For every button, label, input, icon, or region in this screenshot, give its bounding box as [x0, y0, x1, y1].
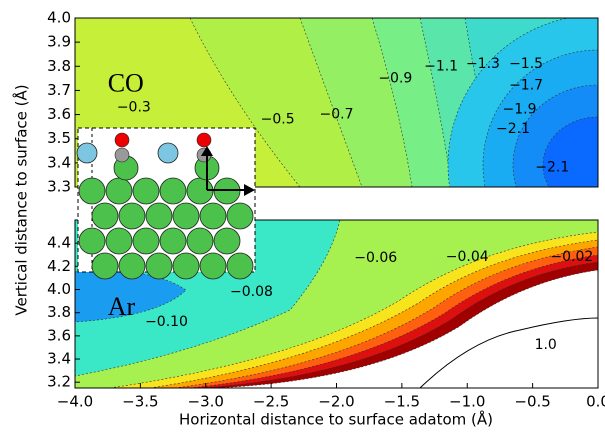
x-tick-label: −2.5	[253, 393, 289, 411]
contour-label: −0.08	[230, 284, 273, 300]
atom	[199, 252, 227, 280]
y-tick-label: 4.0	[47, 280, 71, 298]
atom	[91, 202, 119, 230]
contour-label: −1.1	[424, 58, 458, 74]
atom	[132, 227, 160, 255]
atom	[91, 252, 119, 280]
ar-atom	[157, 142, 179, 164]
y-tick-label: 4.2	[47, 257, 71, 275]
x-tick-label: −3.5	[122, 393, 158, 411]
x-tick-label: −0.5	[514, 393, 550, 411]
x-tick-label: −4.0	[57, 393, 93, 411]
panel-label: CO	[108, 69, 144, 98]
contour-label: −0.3	[117, 99, 151, 115]
contour-label: −0.5	[261, 111, 295, 127]
inset	[76, 127, 256, 280]
y-tick-label: 3.4	[47, 153, 71, 171]
atom	[213, 227, 241, 255]
contour-label: −0.06	[354, 250, 397, 266]
y-tick-label: 4.4	[47, 234, 71, 252]
atom	[78, 177, 106, 205]
arrow-head	[201, 146, 213, 156]
atom	[118, 252, 146, 280]
y-tick-label: 3.6	[47, 326, 71, 344]
co-contours	[75, 18, 598, 187]
atom	[159, 227, 187, 255]
axes: 4.0 3.9 3.8 3.7 3.6 3.5 3.4 3.3 −0.3 −0.5 −0.7 −0.9…	[47, 9, 605, 411]
carbon	[114, 147, 130, 163]
atom	[226, 202, 254, 230]
atom	[199, 202, 227, 230]
x-tick-label: −1.0	[449, 393, 485, 411]
y-tick-label: 4.0	[47, 9, 71, 27]
y-tick-label: 3.6	[47, 105, 71, 123]
atom	[186, 227, 214, 255]
x-tick-label: −3.0	[188, 393, 224, 411]
contour-label: −0.7	[320, 107, 354, 123]
ar-atom	[76, 142, 98, 164]
contour-label: −1.9	[503, 102, 537, 118]
y-tick-label: 3.2	[47, 373, 71, 391]
y-axis-label: Vertical distance to surface (Å)	[12, 84, 31, 315]
y-tick-label: 3.5	[47, 129, 71, 147]
atom	[145, 202, 173, 230]
plot-frame	[74, 17, 599, 188]
contour-label: −0.02	[550, 249, 593, 265]
x-tick-label: −2.0	[318, 393, 354, 411]
atom	[172, 202, 200, 230]
atom	[78, 227, 106, 255]
atom	[132, 177, 160, 205]
contour-fill	[542, 116, 598, 187]
y-tick-label: 3.8	[47, 303, 71, 321]
x-tick-label: −1.5	[384, 393, 420, 411]
oxygen	[196, 132, 212, 148]
contour-label: −0.9	[378, 70, 412, 86]
x-tick-label: 0.0	[586, 393, 605, 411]
arrow-head	[244, 184, 255, 196]
atom	[105, 177, 133, 205]
contour-fill	[75, 270, 187, 323]
atom	[226, 252, 254, 280]
oxygen	[114, 132, 130, 148]
contour-label: −1.7	[509, 78, 543, 94]
contour-label: −1.5	[509, 56, 543, 72]
contour-label: −0.10	[145, 314, 188, 330]
contour-label: 1.0	[535, 337, 557, 353]
y-tick-label: 3.7	[47, 81, 71, 99]
atom	[172, 252, 200, 280]
contour-label: −1.3	[466, 56, 500, 72]
atom	[118, 202, 146, 230]
contour-label: −0.04	[446, 249, 489, 265]
atom	[159, 177, 187, 205]
atom	[145, 252, 173, 280]
y-tick-label: 3.3	[47, 178, 71, 196]
contour-label: −2.1	[496, 121, 530, 137]
y-tick-label: 3.8	[47, 57, 71, 75]
y-tick-label: 3.9	[47, 33, 71, 51]
atom	[105, 227, 133, 255]
x-axis-label: Horizontal distance to surface adatom (Å…	[179, 410, 493, 429]
contour-line	[419, 317, 598, 388]
y-tick-label: 3.4	[47, 350, 71, 368]
contour-label: −2.1	[535, 160, 569, 176]
contour-fill	[214, 269, 598, 388]
panel-label: Ar	[108, 292, 136, 321]
